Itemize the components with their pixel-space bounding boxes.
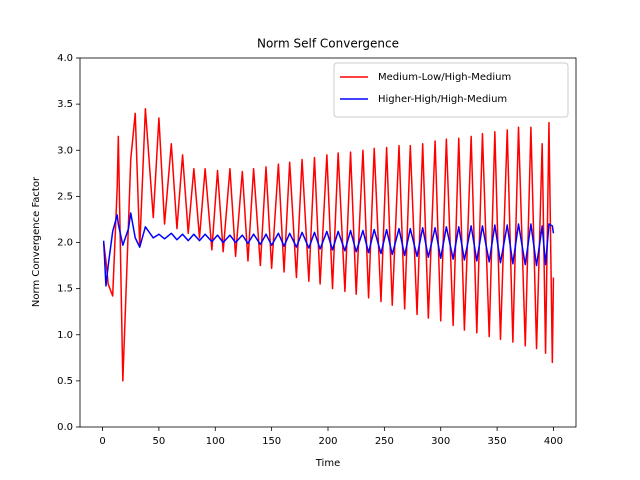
x-tick-label: 150	[262, 436, 281, 447]
x-tick-label: 400	[544, 436, 563, 447]
data-line	[102, 107, 555, 382]
y-tick-label: 0.0	[57, 422, 73, 433]
y-tick-label: 3.5	[57, 99, 73, 110]
x-axis-label: Time	[315, 458, 340, 469]
legend-label: Higher-High/High-Medium	[378, 94, 507, 105]
y-tick-label: 3.0	[57, 145, 73, 156]
x-tick-label: 0	[99, 436, 105, 447]
x-tick-label: 200	[318, 436, 337, 447]
x-tick-label: 100	[206, 436, 225, 447]
y-tick-label: 0.5	[57, 376, 73, 387]
y-tick-label: 1.5	[57, 284, 73, 295]
plot-frame	[79, 57, 577, 428]
x-tick-label: 300	[431, 436, 450, 447]
x-tick-label: 50	[153, 436, 166, 447]
y-tick-label: 2.5	[57, 191, 73, 202]
x-tick-label: 250	[375, 436, 394, 447]
y-tick-label: 4.0	[57, 53, 73, 64]
legend-label: Medium-Low/High-Medium	[378, 72, 511, 83]
legend-box	[333, 62, 569, 118]
y-tick-label: 1.0	[57, 330, 73, 341]
y-tick-label: 2.0	[57, 238, 73, 249]
chart-title: Norm Self Convergence	[257, 37, 399, 51]
x-tick-label: 350	[488, 436, 507, 447]
y-axis-label: Norm Convergence Factor	[31, 176, 42, 307]
data-line	[102, 212, 555, 287]
